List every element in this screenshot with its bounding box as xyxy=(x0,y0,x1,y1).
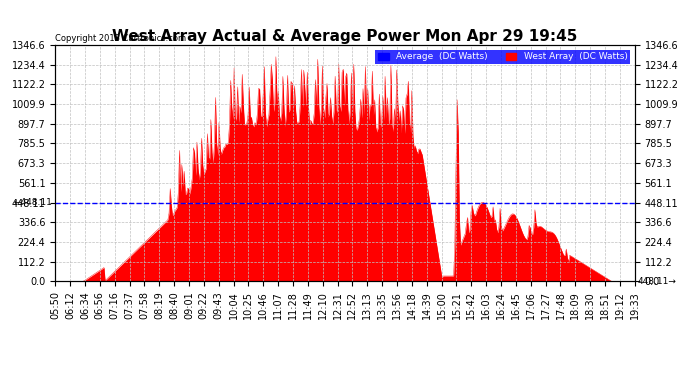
Text: 448.11→: 448.11→ xyxy=(638,277,676,286)
Text: Copyright 2013 Cartronics.com: Copyright 2013 Cartronics.com xyxy=(55,34,186,43)
Text: ←448.11: ←448.11 xyxy=(14,198,52,207)
Title: West Array Actual & Average Power Mon Apr 29 19:45: West Array Actual & Average Power Mon Ap… xyxy=(112,29,578,44)
Legend: Average  (DC Watts), West Array  (DC Watts): Average (DC Watts), West Array (DC Watts… xyxy=(375,50,630,64)
